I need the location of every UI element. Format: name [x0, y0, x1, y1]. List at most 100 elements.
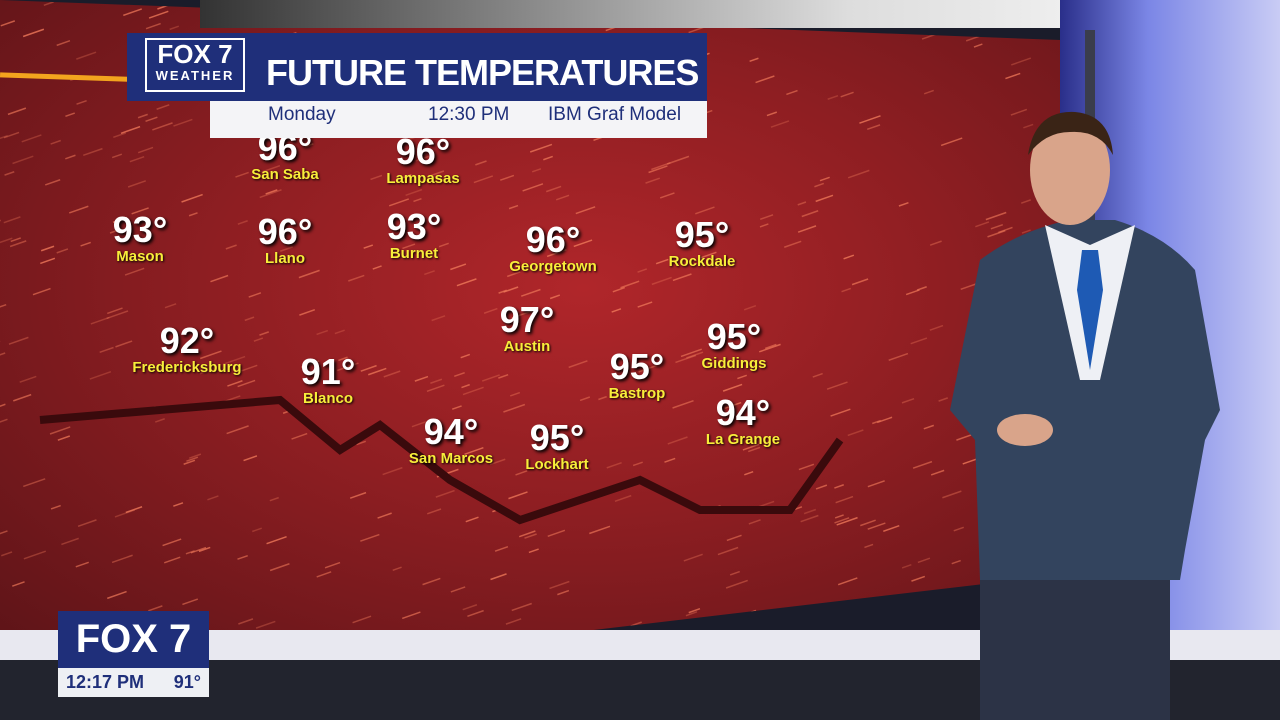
- wind-streak: [923, 424, 935, 430]
- wind-streak: [744, 471, 754, 476]
- wind-streak: [411, 421, 426, 428]
- wind-streak: [181, 193, 203, 203]
- wind-streak: [812, 372, 823, 378]
- wind-streak: [89, 370, 112, 380]
- wind-streak: [859, 115, 881, 124]
- wind-streak: [173, 502, 184, 507]
- wind-streak: [798, 463, 815, 471]
- wind-streak: [683, 553, 703, 562]
- city-giddings: 95° Giddings: [701, 319, 767, 373]
- temperature-value: 97°: [499, 299, 555, 340]
- wind-streak: [382, 466, 403, 476]
- wind-streak: [529, 143, 553, 153]
- wind-streak: [494, 545, 509, 552]
- wind-streak: [837, 577, 858, 586]
- wind-streak: [56, 248, 69, 254]
- wind-streak: [279, 246, 293, 252]
- wind-streak: [1021, 229, 1031, 234]
- wind-streak: [462, 386, 484, 396]
- wind-streak: [700, 251, 717, 259]
- wind-streak: [298, 269, 320, 279]
- wind-streak: [555, 194, 570, 201]
- city-bastrop: 95° Bastrop: [609, 346, 666, 403]
- city-name: Giddings: [701, 355, 767, 372]
- wind-streak: [19, 375, 37, 383]
- temperature-value: 92°: [159, 320, 215, 361]
- city-name: San Marcos: [408, 450, 494, 467]
- wind-streak: [758, 343, 781, 353]
- wind-streak: [68, 205, 89, 214]
- wind-streak: [921, 32, 940, 40]
- wind-streak: [834, 514, 844, 519]
- wind-streak: [244, 316, 255, 322]
- city-name: Blanco: [302, 390, 354, 407]
- wind-streak: [154, 418, 165, 423]
- wind-streak: [450, 586, 466, 593]
- wind-streak: [316, 571, 332, 578]
- wind-streak: [569, 230, 581, 236]
- wind-streak: [843, 254, 855, 260]
- wind-streak: [729, 570, 740, 576]
- city-rockdale: 95° Rockdale: [669, 217, 736, 271]
- wind-streak: [291, 432, 308, 440]
- wind-streak: [99, 346, 114, 354]
- wind-streak: [22, 28, 45, 38]
- wind-streak: [426, 508, 442, 515]
- wind-streak: [672, 273, 692, 282]
- wind-streak: [107, 590, 127, 600]
- wind-streak: [800, 514, 819, 523]
- wind-streak: [883, 525, 900, 533]
- wind-streak: [783, 240, 802, 248]
- wind-streak: [23, 550, 47, 560]
- wind-streak: [543, 155, 553, 161]
- wind-streak: [847, 429, 864, 437]
- wind-streak: [942, 490, 962, 499]
- wind-streak: [725, 579, 748, 589]
- wind-streak: [786, 89, 798, 96]
- wind-streak: [401, 611, 421, 620]
- temperature-value: 95°: [609, 346, 665, 387]
- wind-streak: [0, 20, 16, 27]
- city-mason: 93° Mason: [113, 212, 167, 266]
- city-lampasas: 96° Lampasas: [386, 134, 460, 188]
- wind-streak: [0, 134, 8, 140]
- wind-streak: [929, 324, 944, 331]
- city-blanco: 91° Blanco: [301, 354, 355, 408]
- wind-streak: [112, 216, 128, 224]
- wind-streak: [106, 310, 129, 320]
- temperature-value: 96°: [525, 219, 581, 260]
- city-llano: 96° Llano: [258, 214, 312, 268]
- wind-streak: [405, 188, 423, 197]
- forecast-day: Monday: [268, 104, 336, 125]
- wind-streak: [836, 516, 858, 526]
- wind-streak: [269, 563, 290, 572]
- wind-streak: [65, 112, 76, 118]
- wind-streak: [12, 581, 25, 587]
- wind-streak: [547, 529, 566, 538]
- wind-streak: [715, 263, 726, 269]
- wind-streak: [841, 287, 852, 293]
- wind-streak: [40, 245, 55, 252]
- wind-streak: [188, 453, 202, 459]
- wind-streak: [505, 618, 522, 625]
- wind-streak: [557, 589, 570, 596]
- wind-streak: [424, 270, 435, 276]
- wind-streak: [664, 457, 676, 463]
- wind-streak: [398, 174, 412, 180]
- wind-streak: [515, 470, 528, 476]
- wind-streak: [860, 519, 876, 527]
- wind-streak: [876, 416, 893, 424]
- wind-streak: [210, 274, 229, 283]
- wind-streak: [645, 177, 661, 184]
- city-name: Lampasas: [386, 170, 460, 187]
- page-title: FUTURE TEMPERATURES: [266, 52, 699, 93]
- city-name: La Grange: [705, 431, 781, 448]
- wind-streak: [173, 118, 193, 127]
- wind-streak: [835, 495, 854, 504]
- wind-streak: [8, 336, 29, 345]
- wind-streak: [742, 609, 757, 616]
- wind-streak: [32, 287, 51, 296]
- wind-streak: [61, 537, 79, 546]
- city-name: Llano: [264, 250, 305, 267]
- wind-streak: [797, 201, 807, 206]
